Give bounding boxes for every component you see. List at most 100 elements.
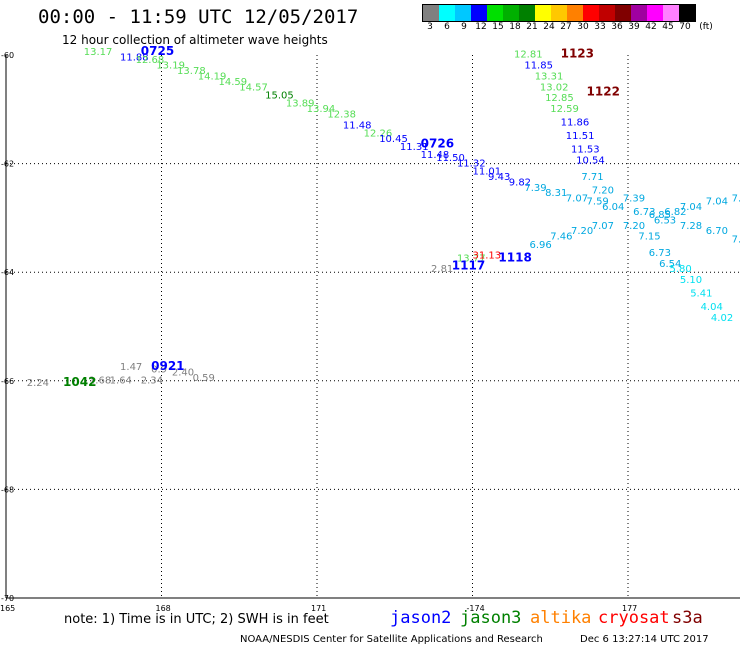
colorbar-label: 30 [577,22,589,32]
wave-height-value: 9.43 [488,172,510,183]
wave-height-value: 13.31 [535,71,564,82]
wave-height-value: 6.54 [659,259,681,270]
wave-height-value: 14.19 [198,71,227,82]
wave-height-value: 0.9 [151,365,167,376]
wave-height-value: 6.96 [530,240,552,251]
wave-height-value: 2.40 [172,367,194,378]
wave-height-value: 12.26 [364,128,393,139]
wave-height-value: 7.71 [581,172,603,183]
wave-height-value: 11.32 [457,158,486,169]
colorbar-swatch [471,5,487,21]
wave-height-value: 13.94 [307,104,336,115]
lat-label: -62 [1,160,14,169]
colorbar-swatch [599,5,615,21]
wave-height-value: 14.59 [219,77,248,88]
wave-height-value: 2.24 [27,378,49,389]
colorbar-label: 36 [611,22,623,32]
wave-height-value: 11.48 [421,150,450,161]
colorbar-swatch [487,5,503,21]
wave-height-value: 7.07 [592,221,614,232]
wave-height-value: 15.05 [265,90,294,101]
legend-item-cryosat: cryosat [598,608,670,628]
colorbar-label: 15 [492,22,504,32]
colorbar-swatch [423,5,439,21]
colorbar-label: 21 [526,22,538,32]
wave-height-value: 11.31 [400,142,429,153]
wave-height-value: 13.19 [156,61,185,72]
wave-height-value: 7.59 [587,196,609,207]
track-time-label: 0921 [151,359,184,373]
wave-height-value: 6.70 [706,226,728,237]
wave-height-value: 14.57 [239,82,268,93]
colorbar-swatch [535,5,551,21]
colorbar-label: 70 [679,22,691,32]
wave-height-value: 11.85 [524,61,553,72]
wave-height-value: 13.77 [457,253,486,264]
wave-height-value: 12.85 [545,93,574,104]
wave-height-colorbar [422,4,696,22]
colorbar-label: 9 [461,22,467,32]
wave-height-value: 7.20 [623,221,645,232]
wave-height-value: 6.73 [649,248,671,259]
wave-height-value: 6.53 [654,215,676,226]
wave-height-value: 5.10 [680,275,702,286]
wave-height-value: 12.81 [514,50,543,61]
wave-height-value: 7.04 [680,202,702,213]
wave-height-value: 1.64 [110,376,132,387]
lat-label: -68 [1,485,14,494]
wave-height-value: 4.02 [711,313,733,324]
lat-label: -64 [1,268,14,277]
wave-height-value: 13.17 [84,47,113,58]
lon-label: 168 [156,604,171,613]
colorbar-label: 33 [594,22,606,32]
wave-height-value: 10.54 [576,156,605,167]
lon-label: 177 [622,604,637,613]
wave-height-value: 2.81 [431,264,453,275]
wave-height-value: 11.53 [571,145,600,156]
wave-height-value: 8.31 [545,188,567,199]
wave-height-value: 11.86 [561,118,590,129]
colorbar-swatch [679,5,695,21]
colorbar-label: 39 [628,22,640,32]
credit-text: NOAA/NESDIS Center for Satellite Applica… [240,634,543,645]
wave-height-value: 0.59 [193,373,215,384]
wave-height-value: 7.46 [550,232,572,243]
wave-height-value: 7.39 [623,194,645,205]
lon-label: -174 [467,604,485,613]
wave-height-value: 13.89 [286,99,315,110]
colorbar-swatch [455,5,471,21]
credit-timestamp: Dec 6 13:27:14 UTC 2017 [580,634,709,645]
colorbar-swatch [519,5,535,21]
colorbar-label: 24 [543,22,555,32]
wave-height-value: 5.41 [690,289,712,300]
colorbar-label: 6 [444,22,450,32]
wave-height-value: 7.39 [524,183,546,194]
wave-height-value: 2.34 [141,376,163,387]
wave-height-value: 6.04 [602,202,624,213]
track-time-label: 0725 [141,44,174,58]
legend-item-jason3: jason3 [460,608,522,628]
wave-height-value: 10.45 [379,134,408,145]
colorbar-label: 12 [475,22,487,32]
colorbar-swatch [663,5,679,21]
colorbar-label: (ft) [699,22,713,32]
wave-height-value: 7.39 [732,194,740,205]
colorbar-swatch [551,5,567,21]
colorbar-swatch [439,5,455,21]
wave-height-value: 6.82 [664,207,686,218]
wave-height-value: 7.07 [566,194,588,205]
wave-height-value: 7.15 [638,232,660,243]
track-time-label: 1123 [561,47,594,61]
colorbar-swatch [631,5,647,21]
wave-height-value: 11.51 [566,131,595,142]
lat-label: -60 [1,51,14,60]
wave-height-value: 4.04 [701,302,723,313]
colorbar-label: 42 [645,22,657,32]
colorbar-label: 3 [427,22,433,32]
note-text: note: 1) Time is in UTC; 2) SWH is in fe… [64,612,329,627]
track-time-label: 1122 [587,85,620,99]
wave-height-value: 12.68 [136,55,165,66]
track-time-label: 1118 [498,250,531,264]
